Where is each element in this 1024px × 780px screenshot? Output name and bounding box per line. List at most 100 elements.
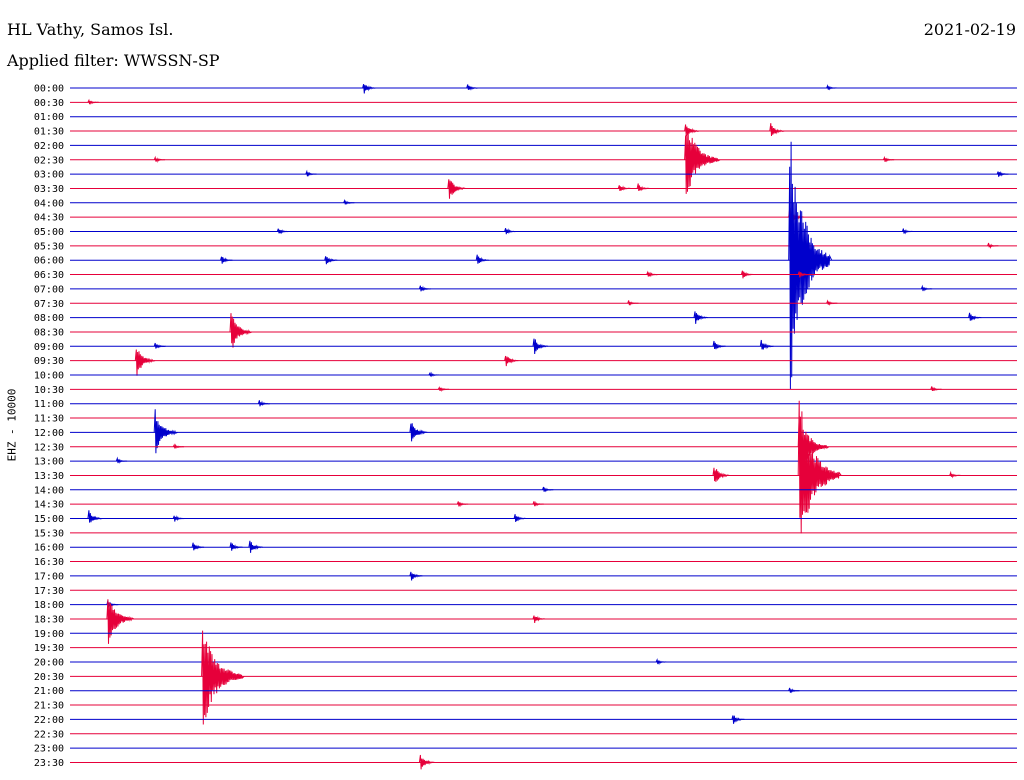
seismic-event xyxy=(153,409,178,454)
seismic-event xyxy=(759,339,774,350)
seismic-event xyxy=(542,486,554,493)
seismic-event xyxy=(627,300,639,306)
row-time-label: 16:30 xyxy=(34,557,64,568)
row-time-label: 11:00 xyxy=(34,399,64,410)
seismic-event xyxy=(646,270,659,278)
seismic-event xyxy=(305,169,317,177)
seismic-event xyxy=(115,456,128,464)
seismic-event xyxy=(684,124,700,137)
seismic-event xyxy=(684,133,721,194)
row-time-label: 19:30 xyxy=(34,643,64,654)
seismic-event xyxy=(920,284,933,292)
row-time-label: 07:00 xyxy=(34,284,64,295)
seismic-event xyxy=(134,349,156,376)
row-time-label: 23:00 xyxy=(34,744,64,755)
seismic-event xyxy=(191,542,205,551)
row-time-label: 05:00 xyxy=(34,227,64,238)
filter-label: Applied filter: WWSSN-SP xyxy=(7,51,220,70)
seismic-event xyxy=(987,242,999,250)
seismic-event xyxy=(248,540,263,553)
seismic-event xyxy=(324,256,338,265)
seismic-event xyxy=(229,313,253,348)
row-time-label: 05:30 xyxy=(34,241,64,252)
seismic-event xyxy=(532,501,544,507)
seismic-event xyxy=(636,183,650,192)
row-time-label: 16:00 xyxy=(34,543,64,554)
seismic-event xyxy=(532,615,546,623)
seismic-event xyxy=(826,299,838,306)
seismic-event xyxy=(456,501,469,508)
seismic-event xyxy=(504,355,519,367)
seismic-event xyxy=(362,83,376,94)
row-time-label: 21:00 xyxy=(34,686,64,697)
row-time-label: 10:30 xyxy=(34,385,64,396)
seismic-event xyxy=(466,84,479,91)
seismic-event xyxy=(532,338,549,355)
row-time-label: 18:00 xyxy=(34,600,64,611)
row-time-label: 20:00 xyxy=(34,658,64,669)
seismic-event xyxy=(418,754,435,770)
seismic-event xyxy=(87,98,99,105)
row-time-label: 12:00 xyxy=(34,428,64,439)
row-time-label: 11:30 xyxy=(34,414,64,425)
seismic-event xyxy=(447,179,466,199)
row-time-label: 07:30 xyxy=(34,299,64,310)
seismic-event xyxy=(788,141,833,390)
seismic-event xyxy=(769,123,785,137)
row-time-label: 13:30 xyxy=(34,471,64,482)
row-time-label: 03:00 xyxy=(34,170,64,181)
seismic-event xyxy=(106,599,135,644)
row-time-label: 01:00 xyxy=(34,112,64,123)
seismic-event xyxy=(276,228,289,235)
row-time-label: 20:30 xyxy=(34,672,64,683)
seismic-event xyxy=(513,514,527,522)
row-time-label: 15:30 xyxy=(34,528,64,539)
seismic-event xyxy=(87,510,103,523)
seismic-event xyxy=(504,228,517,235)
row-time-label: 04:30 xyxy=(34,213,64,224)
seismic-event xyxy=(882,155,895,163)
row-time-label: 22:30 xyxy=(34,729,64,740)
row-time-label: 10:00 xyxy=(34,371,64,382)
row-time-label: 21:30 xyxy=(34,701,64,712)
row-time-label: 09:30 xyxy=(34,356,64,367)
seismic-event xyxy=(788,687,800,694)
row-time-label: 19:00 xyxy=(34,629,64,640)
seismic-event xyxy=(201,630,245,725)
seismic-event xyxy=(797,400,842,534)
seismic-event xyxy=(229,542,243,551)
seismic-event xyxy=(901,228,914,235)
seismic-event xyxy=(712,340,726,350)
seismic-event xyxy=(655,658,667,666)
row-time-label: 22:00 xyxy=(34,715,64,726)
seismic-event xyxy=(731,715,745,724)
row-time-label: 18:30 xyxy=(34,614,64,625)
seismic-event xyxy=(418,285,431,292)
seismic-event xyxy=(996,170,1009,177)
seismic-event xyxy=(172,443,185,449)
row-time-label: 06:00 xyxy=(34,256,64,267)
row-time-label: 03:30 xyxy=(34,184,64,195)
row-time-label: 23:30 xyxy=(34,758,64,769)
seismic-event xyxy=(153,155,166,163)
row-time-label: 00:00 xyxy=(34,84,64,95)
seismic-event xyxy=(409,423,428,442)
row-time-label: 14:00 xyxy=(34,485,64,496)
row-time-label: 08:30 xyxy=(34,327,64,338)
row-time-label: 06:30 xyxy=(34,270,64,281)
date-label: 2021-02-19 xyxy=(923,20,1016,39)
seismic-event xyxy=(826,84,838,91)
row-time-label: 00:30 xyxy=(34,98,64,109)
seismic-event xyxy=(153,342,166,349)
row-time-label: 13:00 xyxy=(34,457,64,468)
row-time-label: 12:30 xyxy=(34,442,64,453)
seismic-event xyxy=(428,371,440,378)
seismic-event xyxy=(930,386,942,392)
seismic-event xyxy=(712,467,730,482)
row-time-label: 15:00 xyxy=(34,514,64,525)
row-time-label: 01:30 xyxy=(34,127,64,138)
seismic-event xyxy=(968,312,982,321)
seismic-event xyxy=(797,271,810,278)
seismic-event xyxy=(409,571,423,581)
